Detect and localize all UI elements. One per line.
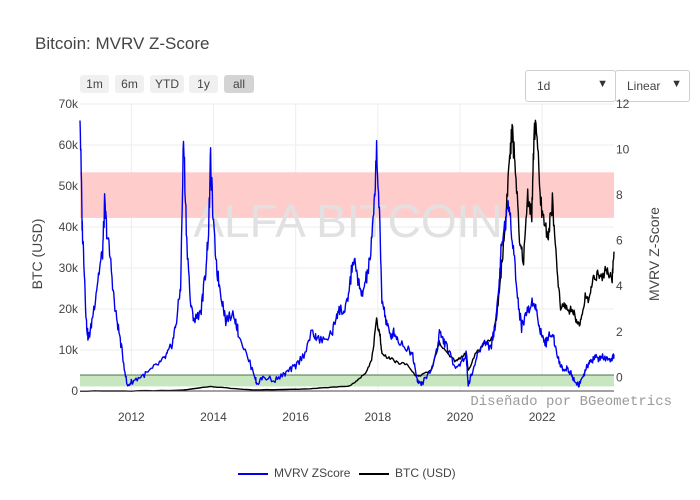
y-tick-label-left: 50k xyxy=(59,179,79,193)
y-tick-label-right: 4 xyxy=(616,279,623,293)
range-button-1m[interactable]: 1m xyxy=(80,75,109,93)
watermark: ALFA BITCOIN xyxy=(193,195,502,247)
chevron-down-icon: ▼ xyxy=(671,78,682,90)
scale-select-value: Linear xyxy=(627,79,661,93)
x-tick-label: 2022 xyxy=(529,410,556,424)
y-tick-label-left: 0 xyxy=(71,384,78,398)
y-axis-label-left: BTC (USD) xyxy=(29,219,45,290)
range-button-ytd[interactable]: YTD xyxy=(150,75,184,93)
x-tick-label: 2014 xyxy=(200,410,227,424)
y-tick-label-left: 70k xyxy=(59,97,79,111)
x-tick-label: 2020 xyxy=(447,410,474,424)
band-red xyxy=(80,172,614,218)
interval-select-value: 1d xyxy=(537,79,551,93)
range-button-6m[interactable]: 6m xyxy=(115,75,144,93)
y-axis-label-right: MVRV Z-Score xyxy=(646,207,662,301)
range-button-1y[interactable]: 1y xyxy=(189,75,218,93)
credit-text: Diseñado por BGeometrics xyxy=(470,394,672,410)
legend-label-btc: BTC (USD) xyxy=(395,466,456,480)
x-tick-label: 2016 xyxy=(282,410,309,424)
y-tick-label-right: 6 xyxy=(616,234,623,248)
y-tick-label-right: 10 xyxy=(616,143,630,157)
legend-zscore[interactable]: MVRV ZScore xyxy=(238,466,350,480)
x-tick-label: 2018 xyxy=(364,410,391,424)
chart-title: Bitcoin: MVRV Z-Score xyxy=(35,34,210,53)
y-tick-label-right: 8 xyxy=(616,188,623,202)
chevron-down-icon: ▼ xyxy=(597,78,608,90)
series-lines xyxy=(79,119,615,392)
y-tick-label-right: 2 xyxy=(616,325,623,339)
legend-swatch-zscore xyxy=(238,472,268,475)
y-tick-label-left: 10k xyxy=(59,343,79,357)
series-zscore-line xyxy=(79,120,615,388)
y-tick-label-right: 0 xyxy=(616,370,623,384)
series-btc-line xyxy=(80,119,615,392)
band-green xyxy=(80,375,614,387)
scale-select[interactable]: Linear ▼ xyxy=(615,70,690,102)
legend-btc[interactable]: BTC (USD) xyxy=(359,466,456,480)
y-tick-label-left: 60k xyxy=(59,138,79,152)
threshold-bands xyxy=(80,172,614,387)
y-tick-label-left: 30k xyxy=(59,261,79,275)
legend-label-zscore: MVRV ZScore xyxy=(274,466,351,480)
y-tick-label-right: 12 xyxy=(616,97,630,111)
y-tick-label-left: 40k xyxy=(59,220,79,234)
y-tick-label-left: 20k xyxy=(59,302,79,316)
x-tick-label: 2012 xyxy=(118,410,145,424)
legend-swatch-btc xyxy=(359,472,389,475)
range-button-all[interactable]: all xyxy=(224,75,254,93)
